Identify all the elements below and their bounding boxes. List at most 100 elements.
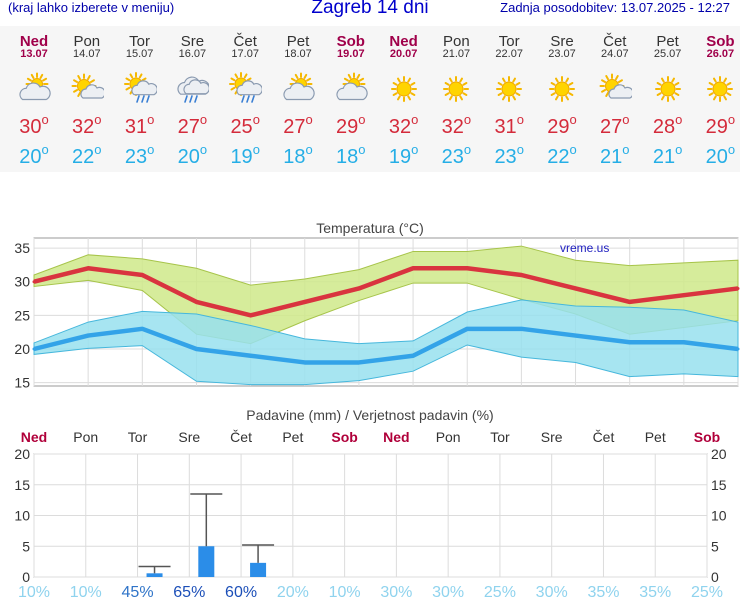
- y-tick-label: 5: [22, 538, 30, 554]
- partly-cloudy-icon: [283, 72, 315, 101]
- series-point: [357, 286, 361, 290]
- degree-sign: o: [516, 112, 524, 127]
- max-temperature-value: 27: [283, 116, 306, 138]
- day-date: 14.07: [73, 48, 101, 60]
- precipitation-bar: [146, 573, 163, 577]
- day-column: Tor 22.07 31o 23o: [483, 26, 535, 172]
- precipitation-chart: Padavine (mm) / Verjetnost padavin (%) Ne…: [14, 407, 727, 600]
- degree-sign: o: [411, 112, 419, 127]
- max-temperature: 28o: [642, 112, 694, 139]
- max-temperature-value: 32: [388, 116, 412, 138]
- series-point: [194, 300, 198, 304]
- y-tick-label: 15: [14, 477, 30, 493]
- y-tick-label: 30: [14, 274, 30, 290]
- day-name: Sob: [706, 33, 735, 50]
- cloud-rain-icon: [177, 76, 210, 103]
- series-point: [682, 340, 686, 344]
- series-point: [628, 340, 632, 344]
- min-temperature-value: 18: [283, 146, 306, 168]
- day-column: Ned 13.07 30o 20o: [8, 26, 60, 172]
- day-date: 13.07: [20, 48, 48, 60]
- degree-sign: o: [41, 142, 49, 157]
- day-date: 20.07: [389, 48, 418, 60]
- series-point: [32, 347, 36, 351]
- watermark: vreme.us: [560, 241, 609, 255]
- day-name: Sre: [180, 33, 205, 50]
- sun-icon: [654, 76, 681, 102]
- x-category-label: Sob: [694, 429, 720, 445]
- x-category-label: Sre: [541, 429, 563, 445]
- min-temperature: 21o: [642, 142, 694, 169]
- series-point: [465, 327, 469, 331]
- sun-cloud-rain-icon: [123, 72, 157, 103]
- precipitation-probability: 45%: [122, 584, 154, 600]
- location-menu-hint[interactable]: (kraj lahko izberete v meniju): [8, 0, 175, 15]
- series-point: [140, 327, 144, 331]
- y-tick-label-right: 5: [711, 538, 719, 554]
- y-tick-label: 10: [14, 508, 30, 524]
- partly-cloudy-icon: [336, 72, 368, 101]
- min-temperature: 23o: [483, 142, 535, 169]
- uncertainty-band: [33, 299, 739, 386]
- precipitation-probability: 25%: [691, 584, 723, 600]
- min-temperature: 22o: [61, 142, 113, 169]
- degree-sign: o: [411, 142, 419, 157]
- day-date: 25.07: [653, 48, 682, 60]
- series-point: [194, 347, 198, 351]
- degree-sign: o: [463, 142, 472, 157]
- precipitation-probability: 10%: [70, 584, 102, 600]
- precipitation-probability: 30%: [536, 584, 568, 600]
- x-category-label: Tor: [490, 429, 510, 445]
- max-temperature-value: 29: [547, 116, 570, 138]
- min-temperature-value: 23: [124, 146, 148, 168]
- min-temperature: 21o: [589, 142, 641, 169]
- precipitation-probability: 65%: [173, 584, 205, 600]
- day-column: Pon 14.07 32o 22o: [61, 26, 113, 172]
- chart-title: Padavine (mm) / Verjetnost padavin (%): [246, 407, 493, 423]
- degree-sign: o: [199, 112, 208, 127]
- day-column: Pet 25.07 28o 21o: [642, 26, 694, 172]
- day-column: Tor 15.07 31o 23o: [114, 26, 166, 172]
- max-temperature: 29o: [536, 112, 588, 139]
- sun-cloud-icon: [71, 73, 104, 99]
- max-temperature: 31o: [483, 112, 535, 139]
- y-tick-label-right: 10: [711, 508, 727, 524]
- y-tick-label: 15: [14, 375, 30, 391]
- precipitation-probability: 30%: [432, 584, 464, 600]
- max-temperature-value: 31: [124, 116, 148, 138]
- day-date: 24.07: [601, 48, 629, 60]
- day-column: Čet 24.07 27o 21o: [589, 26, 641, 172]
- series-point: [682, 293, 686, 297]
- degree-sign: o: [569, 112, 577, 127]
- day-date: 17.07: [231, 48, 259, 60]
- degree-sign: o: [252, 142, 260, 157]
- day-date: 22.07: [495, 48, 523, 60]
- degree-sign: o: [358, 112, 366, 127]
- y-tick-label: 35: [14, 240, 30, 256]
- max-temperature-value: 25: [230, 116, 253, 138]
- sun-icon: [549, 76, 575, 102]
- page-title: Zagreb 14 dni: [311, 0, 429, 18]
- degree-sign: o: [94, 142, 102, 157]
- day-name: Pet: [286, 33, 310, 50]
- max-temperature-value: 27: [177, 116, 200, 138]
- max-temperature: 32o: [61, 112, 113, 139]
- day-name: Čet: [233, 33, 257, 50]
- max-temperature: 30o: [8, 112, 60, 139]
- max-temperature: 27o: [166, 112, 218, 139]
- day-name: Pon: [73, 33, 101, 50]
- x-category-label: Ned: [383, 429, 409, 445]
- series-point: [303, 300, 307, 304]
- degree-sign: o: [675, 142, 683, 157]
- min-temperature: 20o: [694, 142, 740, 169]
- series-point: [574, 286, 578, 290]
- precipitation-probability: 35%: [587, 584, 619, 600]
- degree-sign: o: [675, 112, 683, 127]
- day-name: Pet: [656, 33, 679, 50]
- min-temperature: 18o: [325, 142, 377, 169]
- chart-title: Temperatura (°C): [316, 220, 424, 236]
- sun-icon: [390, 76, 417, 102]
- sun-icon: [707, 76, 734, 102]
- day-date: 19.07: [337, 48, 365, 60]
- day-name: Ned: [19, 33, 49, 50]
